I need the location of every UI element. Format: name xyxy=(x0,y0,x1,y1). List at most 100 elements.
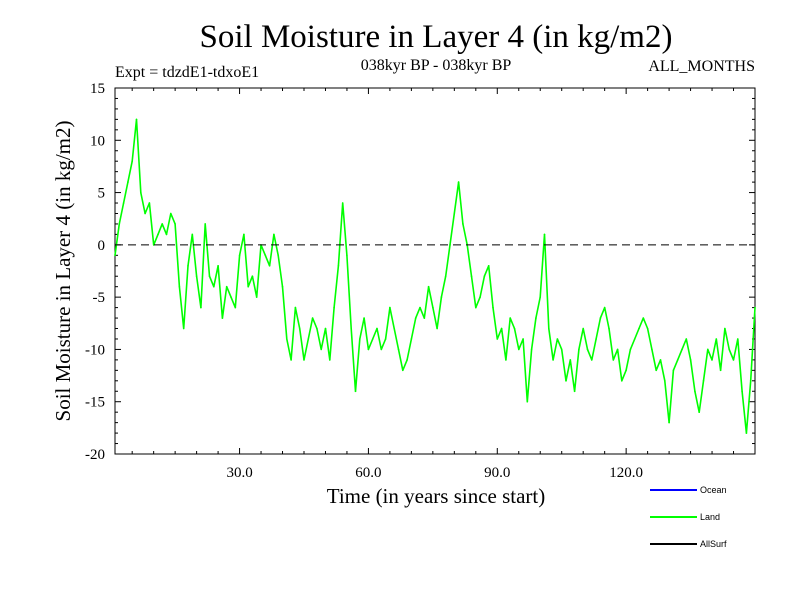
x-tick-label: 30.0 xyxy=(226,465,252,481)
period-label: 038kyr BP - 038kyr BP xyxy=(361,57,512,74)
data-point xyxy=(672,369,675,372)
data-point xyxy=(191,233,194,236)
data-point xyxy=(453,212,456,215)
data-point xyxy=(552,359,554,361)
data-point xyxy=(213,285,215,288)
data-point xyxy=(161,223,163,225)
data-point xyxy=(651,348,653,351)
x-tick-label: 120.0 xyxy=(609,465,643,481)
y-axis-label: Soil Moisture in Layer 4 (in kg/m2) xyxy=(51,121,75,422)
data-point xyxy=(513,327,516,330)
data-point xyxy=(749,380,752,382)
data-point xyxy=(509,317,512,319)
data-point xyxy=(238,254,241,257)
data-point xyxy=(135,118,138,121)
data-point xyxy=(707,348,709,351)
data-point xyxy=(702,380,705,382)
data-point xyxy=(582,327,584,330)
data-point xyxy=(689,359,692,361)
data-point xyxy=(157,233,159,236)
data-point xyxy=(290,359,292,361)
data-point xyxy=(298,327,301,330)
data-point xyxy=(174,223,176,225)
data-point xyxy=(410,338,413,340)
data-point xyxy=(165,233,168,236)
data-point xyxy=(131,160,133,162)
data-point xyxy=(578,348,580,351)
y-tick-label: 0 xyxy=(98,238,106,254)
data-point xyxy=(277,254,280,257)
data-point xyxy=(475,306,477,309)
data-point xyxy=(354,390,357,393)
legend-label-land: Land xyxy=(700,512,720,522)
data-point xyxy=(187,265,189,267)
data-point xyxy=(724,327,726,330)
data-point xyxy=(646,327,649,330)
data-point xyxy=(479,296,481,298)
data-point xyxy=(612,359,615,361)
data-point xyxy=(200,306,202,309)
data-point xyxy=(496,338,499,340)
data-point xyxy=(144,212,146,215)
data-point xyxy=(406,359,408,361)
data-point xyxy=(170,212,172,215)
y-tick-label: 10 xyxy=(90,133,105,149)
data-point xyxy=(595,338,597,340)
data-point xyxy=(685,338,688,340)
data-point xyxy=(560,348,563,351)
data-point xyxy=(402,369,404,372)
data-point xyxy=(286,338,288,340)
data-point xyxy=(449,244,451,246)
data-point xyxy=(376,327,378,330)
data-point xyxy=(114,254,116,257)
data-point xyxy=(603,306,606,309)
data-point xyxy=(427,285,430,288)
data-point xyxy=(518,348,520,351)
data-point xyxy=(208,275,211,278)
data-point xyxy=(346,254,348,257)
data-point xyxy=(363,317,365,319)
data-point xyxy=(616,348,619,351)
data-point xyxy=(281,285,284,288)
data-point xyxy=(337,265,340,267)
data-point xyxy=(380,348,383,351)
data-point xyxy=(573,390,576,393)
data-point xyxy=(586,348,589,351)
data-point xyxy=(273,233,275,236)
legend-label-ocean: Ocean xyxy=(700,485,727,495)
chart-title: Soil Moisture in Layer 4 (in kg/m2) xyxy=(200,19,673,55)
data-point xyxy=(483,275,486,278)
data-point xyxy=(487,265,490,267)
data-point xyxy=(329,359,331,361)
data-point xyxy=(505,359,507,361)
data-point xyxy=(565,380,567,382)
data-point xyxy=(556,338,559,340)
data-point xyxy=(414,317,417,319)
data-point xyxy=(599,317,602,319)
data-point xyxy=(419,306,421,309)
data-point xyxy=(698,411,700,414)
y-tick-label: -5 xyxy=(93,290,106,306)
data-point xyxy=(530,348,533,351)
data-point xyxy=(178,285,181,288)
x-axis: 30.0 60.0 90.0 120.0 xyxy=(131,88,735,481)
data-point xyxy=(234,306,237,309)
data-point xyxy=(350,327,353,330)
legend-label-allsurf: AllSurf xyxy=(700,539,727,549)
data-point xyxy=(715,338,718,340)
x-tick-label: 90.0 xyxy=(484,465,510,481)
data-point xyxy=(711,359,713,361)
data-point xyxy=(247,285,249,288)
series-layer xyxy=(114,118,756,434)
data-point xyxy=(217,265,219,267)
y-axis: 15 10 5 0 -5 -10 -15 -20 xyxy=(85,81,755,463)
data-point xyxy=(444,275,447,278)
data-point xyxy=(397,348,400,351)
x-axis-label: Time (in years since start) xyxy=(327,484,546,508)
data-point xyxy=(436,327,438,330)
data-point xyxy=(230,296,232,298)
data-point xyxy=(320,348,323,351)
data-point xyxy=(268,265,271,267)
data-point xyxy=(255,296,258,298)
